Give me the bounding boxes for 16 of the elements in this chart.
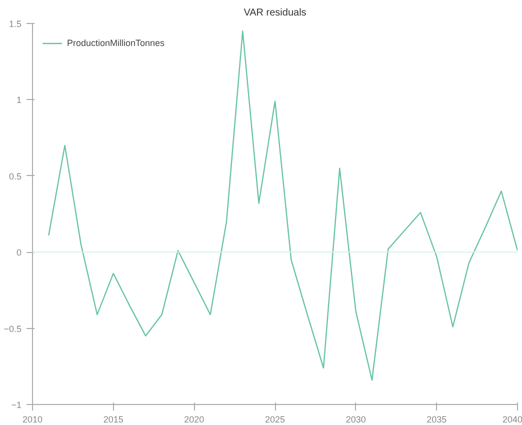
legend-label: ProductionMillionTonnes	[67, 38, 165, 48]
y-tick-label: 1	[16, 95, 22, 106]
x-tick-label: 2020	[184, 414, 204, 424]
x-tick-label: 2015	[103, 414, 124, 424]
chart-title: VAR residuals	[244, 8, 306, 18]
y-tick-label: 0.5	[8, 171, 22, 182]
line-series	[48, 30, 518, 381]
x-tick-label: 2010	[22, 414, 43, 424]
x-tick-label: 2035	[426, 414, 447, 424]
y-tick-label: 1.5	[8, 19, 22, 29]
y-tick-label: −1	[11, 400, 22, 410]
y-tick-label: −0.5	[4, 324, 22, 334]
x-tick-label: 2030	[346, 414, 366, 424]
x-tick-label: 2040	[502, 414, 522, 424]
y-tick-label: 0	[16, 248, 22, 258]
x-tick-label: 2025	[264, 414, 286, 424]
